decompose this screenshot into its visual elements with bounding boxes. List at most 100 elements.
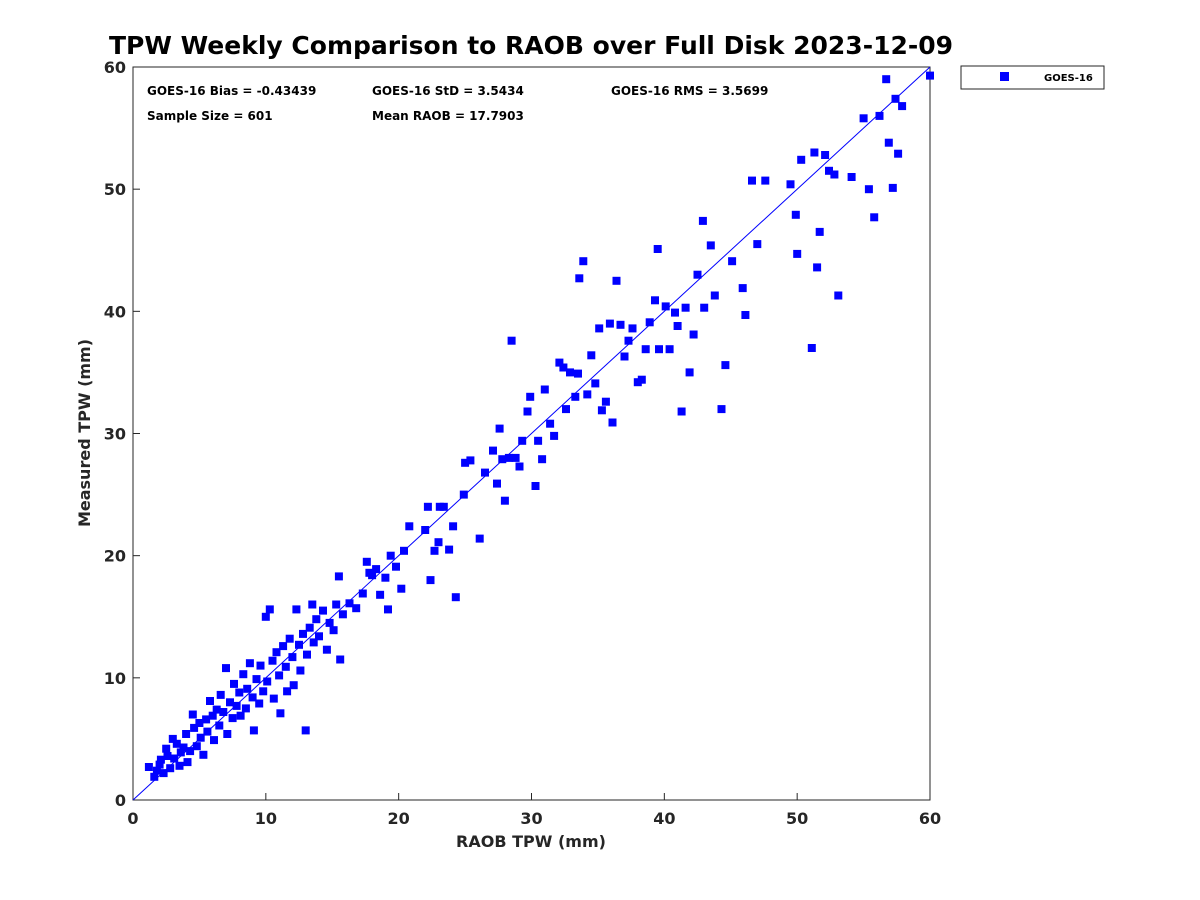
data-point	[245, 659, 254, 668]
data-point	[583, 390, 592, 399]
data-point	[285, 634, 294, 643]
data-point	[500, 496, 509, 505]
data-point	[550, 431, 559, 440]
data-point	[504, 453, 513, 462]
data-point	[309, 638, 318, 647]
data-point	[397, 584, 406, 593]
data-point	[269, 694, 278, 703]
x-tick-label: 40	[653, 809, 675, 828]
data-point	[172, 739, 181, 748]
x-tick-label: 0	[127, 809, 138, 828]
y-tick-label: 0	[115, 791, 126, 810]
data-point	[651, 296, 659, 305]
data-point	[511, 453, 520, 462]
data-point	[372, 565, 381, 574]
data-point	[421, 526, 430, 534]
data-point	[288, 653, 297, 662]
data-point	[555, 358, 564, 367]
data-point	[332, 600, 341, 609]
data-point	[259, 687, 268, 696]
y-tick-label: 30	[104, 425, 126, 444]
data-point	[275, 671, 284, 680]
data-point	[168, 734, 177, 743]
data-point	[698, 216, 707, 225]
data-point	[847, 173, 856, 181]
data-point	[235, 688, 244, 697]
data-point	[256, 661, 265, 670]
data-point	[338, 610, 347, 619]
data-point	[466, 456, 475, 465]
data-point	[439, 502, 448, 511]
data-point	[546, 419, 555, 428]
data-point	[281, 662, 290, 671]
data-point	[717, 405, 726, 414]
data-point	[222, 664, 230, 673]
data-point	[475, 534, 484, 543]
data-point	[507, 336, 516, 345]
data-point	[216, 690, 225, 699]
data-point	[834, 291, 843, 300]
data-point	[605, 319, 614, 328]
data-point	[498, 455, 507, 464]
data-point	[190, 723, 199, 732]
data-point	[791, 210, 800, 219]
data-point	[159, 769, 168, 778]
legend-marker-goes16	[1000, 72, 1009, 81]
data-point	[706, 241, 715, 250]
data-point	[616, 320, 625, 329]
data-point	[575, 274, 584, 283]
data-point	[295, 640, 303, 649]
data-point	[376, 590, 385, 599]
data-point	[591, 379, 600, 388]
data-point	[882, 75, 891, 84]
data-point	[459, 490, 468, 499]
data-point	[608, 418, 617, 427]
data-point	[358, 589, 367, 598]
x-tick-label: 30	[520, 809, 542, 828]
data-point	[825, 166, 833, 175]
data-point	[345, 599, 354, 608]
data-point	[426, 576, 435, 585]
data-point	[562, 405, 570, 414]
data-point	[721, 361, 730, 370]
data-point	[461, 458, 470, 467]
data-point	[864, 185, 873, 194]
data-point	[728, 257, 737, 266]
data-point	[538, 455, 547, 464]
data-point	[202, 715, 211, 724]
data-point	[215, 721, 224, 730]
data-point	[336, 655, 345, 664]
data-point	[163, 752, 172, 760]
data-point	[301, 726, 310, 735]
data-point	[255, 699, 264, 708]
y-tick-label: 50	[104, 180, 126, 199]
data-point	[289, 681, 298, 690]
data-point	[641, 345, 650, 354]
data-point	[319, 606, 327, 615]
data-point	[624, 336, 633, 345]
data-point	[523, 407, 532, 416]
axis-ticks: 0 10 20 30 40 50 60 0 10 20 30 40 50 60	[104, 58, 941, 828]
data-point	[150, 772, 159, 781]
data-point	[884, 138, 893, 147]
data-point	[518, 436, 527, 445]
data-point	[226, 698, 234, 707]
data-point	[655, 345, 663, 354]
data-point	[693, 270, 702, 279]
data-point	[566, 368, 574, 377]
data-point	[761, 176, 770, 185]
data-point	[813, 263, 822, 272]
data-point	[741, 311, 750, 319]
data-point	[279, 642, 288, 651]
data-point	[276, 709, 285, 718]
y-tick-label: 40	[104, 302, 126, 321]
data-point	[685, 368, 694, 377]
data-point	[176, 748, 185, 757]
data-point	[352, 604, 361, 613]
data-point	[653, 245, 662, 253]
legend[interactable]: GOES-16	[960, 65, 1105, 90]
data-point	[303, 650, 311, 659]
data-point	[620, 352, 629, 361]
data-point	[738, 284, 747, 293]
